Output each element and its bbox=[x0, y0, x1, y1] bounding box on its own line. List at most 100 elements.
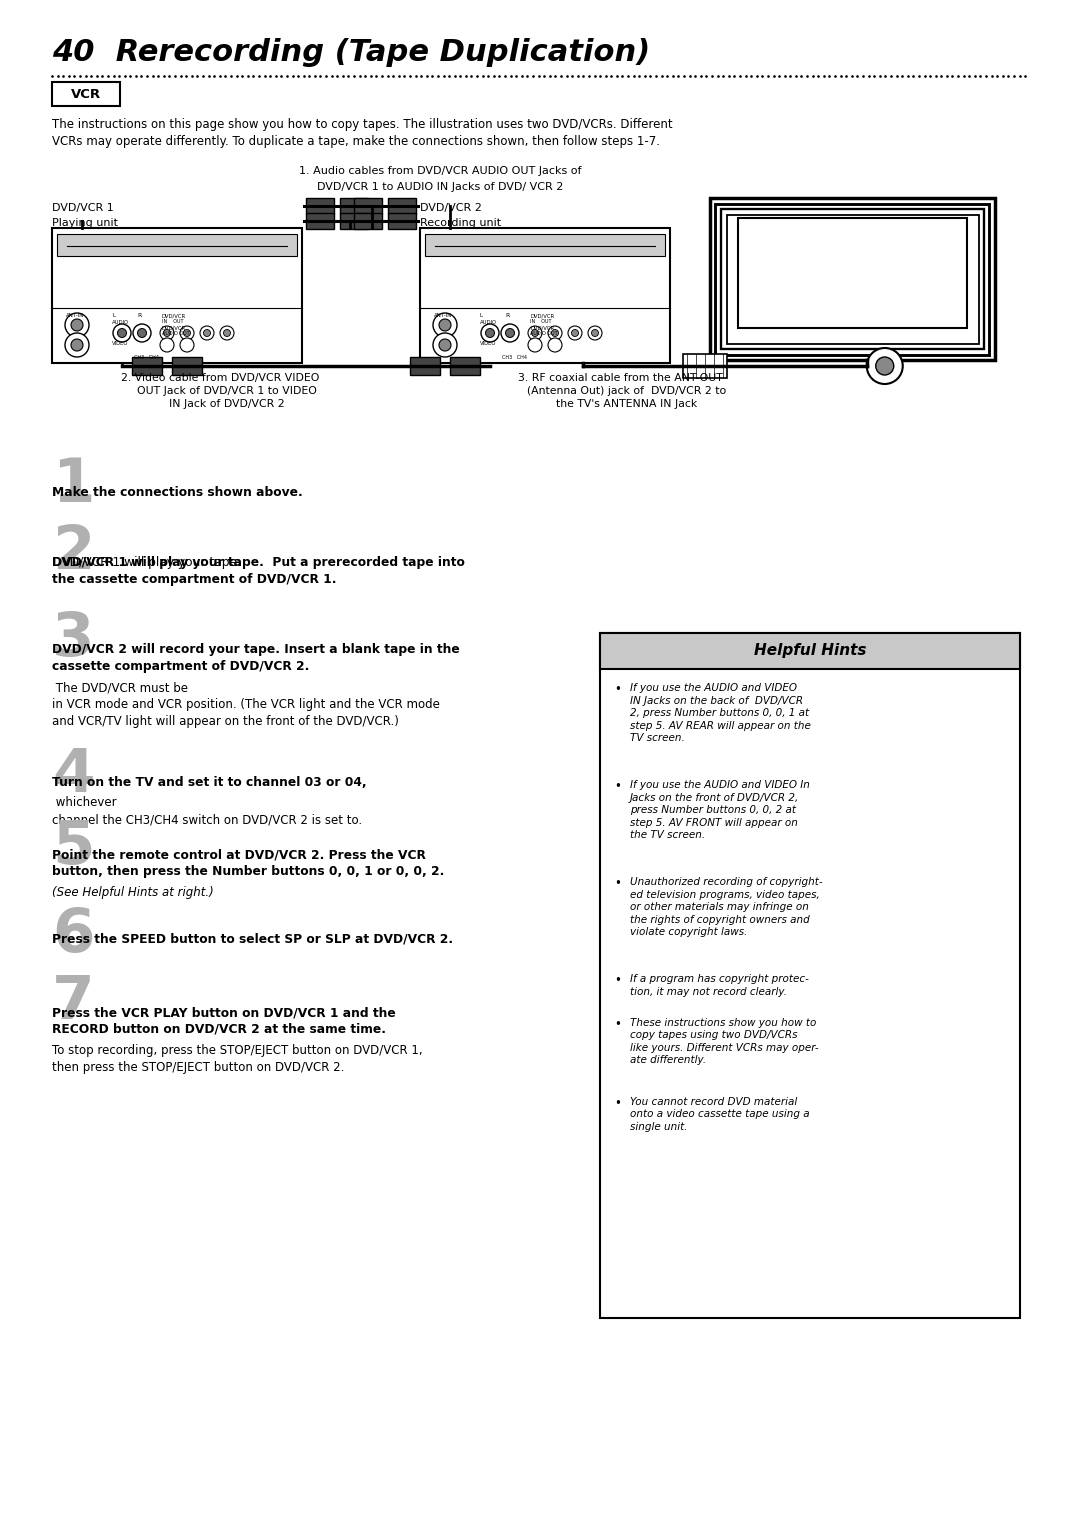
Text: Press the VCR PLAY button on DVD/VCR 1 and the
RECORD button on DVD/VCR 2 at the: Press the VCR PLAY button on DVD/VCR 1 a… bbox=[52, 1005, 395, 1036]
Text: 2: 2 bbox=[52, 523, 95, 582]
Circle shape bbox=[548, 338, 562, 351]
Text: ANT-IN: ANT-IN bbox=[66, 313, 84, 318]
Text: CH3   CH4: CH3 CH4 bbox=[502, 354, 527, 361]
Text: You cannot record DVD material
onto a video cassette tape using a
single unit.: You cannot record DVD material onto a vi… bbox=[630, 1097, 810, 1132]
Text: 1. Audio cables from DVD/VCR AUDIO OUT Jacks of: 1. Audio cables from DVD/VCR AUDIO OUT J… bbox=[299, 167, 581, 176]
Bar bbox=[132, 358, 162, 374]
Text: DVD/VCR 1: DVD/VCR 1 bbox=[52, 203, 113, 212]
Bar bbox=[172, 358, 202, 374]
Text: R: R bbox=[505, 313, 510, 318]
Bar bbox=[354, 212, 382, 229]
Text: To stop recording, press the STOP/EJECT button on DVD/VCR 1,
then press the STOP: To stop recording, press the STOP/EJECT … bbox=[52, 1044, 422, 1074]
Text: Point the remote control at DVD/VCR 2. Press the VCR
button, then press the Numb: Point the remote control at DVD/VCR 2. P… bbox=[52, 848, 444, 879]
Bar bbox=[388, 212, 416, 229]
Bar bbox=[306, 199, 334, 214]
Text: DVD/VCR: DVD/VCR bbox=[530, 313, 554, 318]
Text: 5: 5 bbox=[52, 817, 95, 877]
Text: If a program has copyright protec-
tion, it may not record clearly.: If a program has copyright protec- tion,… bbox=[630, 973, 809, 996]
Bar bbox=[600, 633, 1020, 1319]
Bar bbox=[600, 633, 1020, 669]
Circle shape bbox=[571, 330, 579, 336]
Text: 7: 7 bbox=[52, 973, 95, 1031]
Text: •: • bbox=[615, 973, 621, 987]
Circle shape bbox=[163, 330, 171, 336]
Text: IN    OUT: IN OUT bbox=[162, 319, 184, 324]
Text: Turn on the TV and set it to channel 03 or 04,: Turn on the TV and set it to channel 03 … bbox=[52, 776, 366, 788]
Text: AUDIO: AUDIO bbox=[112, 319, 129, 325]
Bar bbox=[710, 199, 995, 361]
Circle shape bbox=[531, 330, 539, 336]
Text: AUDIO OUT: AUDIO OUT bbox=[530, 332, 557, 336]
Circle shape bbox=[224, 330, 230, 336]
Circle shape bbox=[180, 338, 194, 351]
Bar bbox=[426, 234, 665, 257]
Text: Unauthorized recording of copyright-
ed television programs, video tapes,
or oth: Unauthorized recording of copyright- ed … bbox=[630, 877, 823, 937]
Circle shape bbox=[220, 325, 234, 341]
Text: VIDEO: VIDEO bbox=[112, 341, 129, 345]
Text: DVD/VCR 1 will play your tape.  Put a prerecorded tape into
the cassette compart: DVD/VCR 1 will play your tape. Put a pre… bbox=[52, 556, 464, 587]
Bar bbox=[420, 228, 670, 364]
Circle shape bbox=[118, 329, 126, 338]
Text: VCR: VCR bbox=[71, 87, 102, 101]
Text: 6: 6 bbox=[52, 906, 95, 966]
Text: 2. Video cable from DVD/VCR VIDEO
    OUT Jack of DVD/VCR 1 to VIDEO
    IN Jack: 2. Video cable from DVD/VCR VIDEO OUT Ja… bbox=[121, 373, 320, 410]
Text: IN    OUT: IN OUT bbox=[530, 319, 552, 324]
Circle shape bbox=[160, 325, 174, 341]
Bar bbox=[340, 212, 368, 229]
Circle shape bbox=[552, 330, 558, 336]
Text: •: • bbox=[615, 1097, 621, 1109]
Text: DVD/VCR 1 to AUDIO IN Jacks of DVD/ VCR 2: DVD/VCR 1 to AUDIO IN Jacks of DVD/ VCR … bbox=[316, 182, 563, 193]
Text: 3. RF coaxial cable from the ANT-OUT
    (Antenna Out) jack of  DVD/VCR 2 to
   : 3. RF coaxial cable from the ANT-OUT (An… bbox=[513, 373, 727, 410]
Text: DVD/VCR: DVD/VCR bbox=[530, 325, 554, 330]
Circle shape bbox=[65, 333, 89, 358]
Circle shape bbox=[200, 325, 214, 341]
Text: Recording unit: Recording unit bbox=[420, 219, 501, 228]
Bar bbox=[721, 209, 984, 348]
Bar bbox=[727, 214, 978, 344]
Bar bbox=[340, 199, 368, 214]
Bar bbox=[410, 358, 440, 374]
Circle shape bbox=[528, 338, 542, 351]
Text: CH3   CH4: CH3 CH4 bbox=[134, 354, 159, 361]
Text: DVD/VCR 1 will play your tape. Put a prerecorded tape into
the cassette compartm: DVD/VCR 1 will play your tape. Put a pre… bbox=[52, 556, 461, 587]
Text: L: L bbox=[480, 313, 483, 318]
Text: •: • bbox=[615, 779, 621, 793]
Text: AUDIO: AUDIO bbox=[480, 319, 497, 325]
Text: whichever
channel the CH3/CH4 switch on DVD/VCR 2 is set to.: whichever channel the CH3/CH4 switch on … bbox=[52, 796, 362, 827]
Text: DVD/VCR: DVD/VCR bbox=[162, 313, 186, 318]
Text: Press the SPEED button to select SP or SLP at DVD/VCR 2.: Press the SPEED button to select SP or S… bbox=[52, 934, 454, 946]
Text: Playing unit: Playing unit bbox=[52, 219, 118, 228]
Bar bbox=[450, 358, 480, 374]
Bar bbox=[715, 203, 989, 354]
Circle shape bbox=[433, 333, 457, 358]
Bar bbox=[600, 633, 1020, 669]
Circle shape bbox=[137, 329, 147, 338]
Text: These instructions show you how to
copy tapes using two DVD/VCRs
like yours. Dif: These instructions show you how to copy … bbox=[630, 1018, 819, 1065]
Circle shape bbox=[71, 319, 83, 332]
Text: VIDEO: VIDEO bbox=[480, 341, 497, 345]
Text: 40  Rerecording (Tape Duplication): 40 Rerecording (Tape Duplication) bbox=[52, 38, 650, 67]
Bar bbox=[683, 354, 727, 377]
Text: Helpful Hints: Helpful Hints bbox=[754, 643, 866, 659]
Circle shape bbox=[486, 329, 495, 338]
Text: If you use the AUDIO and VIDEO In
Jacks on the front of DVD/VCR 2,
press Number : If you use the AUDIO and VIDEO In Jacks … bbox=[630, 779, 810, 840]
Circle shape bbox=[588, 325, 602, 341]
Text: DVD/VCR 1 will play your tape.: DVD/VCR 1 will play your tape. bbox=[52, 556, 245, 568]
Circle shape bbox=[71, 339, 83, 351]
Text: •: • bbox=[615, 683, 621, 695]
Bar bbox=[738, 219, 967, 329]
Bar bbox=[388, 199, 416, 214]
Text: ANT-IN: ANT-IN bbox=[434, 313, 453, 318]
Circle shape bbox=[160, 338, 174, 351]
Circle shape bbox=[501, 324, 519, 342]
Text: AUDIO OUT: AUDIO OUT bbox=[162, 332, 190, 336]
Bar bbox=[354, 199, 382, 214]
Bar bbox=[52, 83, 120, 105]
Text: DVD/VCR 2 will record your tape. Insert a blank tape in the
cassette compartment: DVD/VCR 2 will record your tape. Insert … bbox=[52, 643, 460, 672]
Circle shape bbox=[505, 329, 514, 338]
Text: The DVD/VCR must be
in VCR mode and VCR position. (The VCR light and the VCR mod: The DVD/VCR must be in VCR mode and VCR … bbox=[52, 681, 440, 727]
Bar bbox=[306, 212, 334, 229]
Circle shape bbox=[528, 325, 542, 341]
Circle shape bbox=[133, 324, 151, 342]
Circle shape bbox=[867, 348, 903, 384]
